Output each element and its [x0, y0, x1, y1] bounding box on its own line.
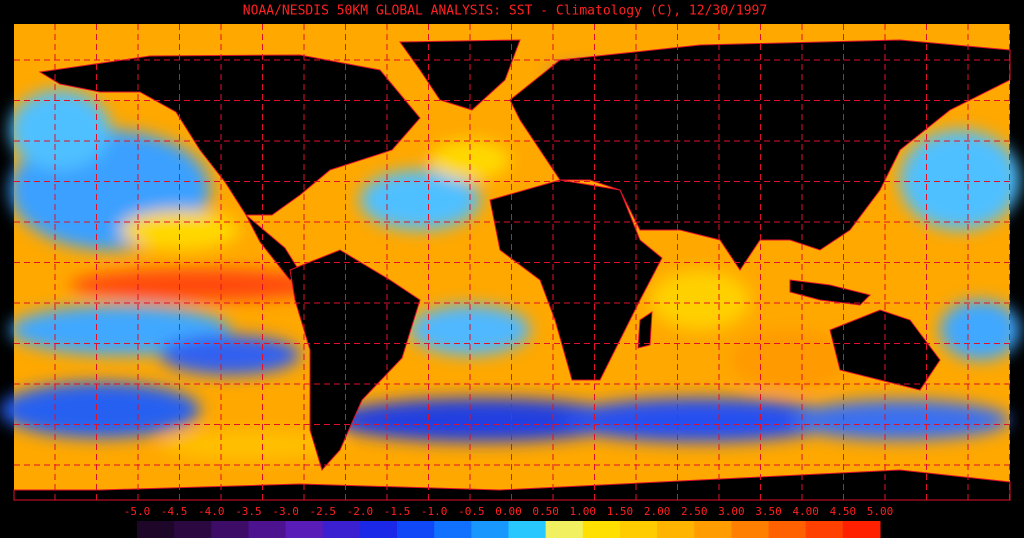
africa: [489, 179, 663, 381]
color-swatch: [211, 521, 249, 538]
color-swatch: [137, 521, 175, 538]
color-swatch: [805, 521, 844, 538]
colorbar-label: 1.00: [570, 505, 597, 518]
color-swatch: [508, 521, 547, 538]
madagascar: [637, 311, 653, 349]
color-swatch: [545, 521, 584, 538]
color-swatch: [359, 521, 398, 538]
color-swatch: [768, 521, 807, 538]
color-swatch: [322, 521, 361, 538]
colorbar-label: 4.50: [830, 505, 857, 518]
map: [0, 24, 1020, 501]
colorbar-label: -3.0: [272, 505, 299, 518]
colorbar-label: 0.50: [532, 505, 559, 518]
greenland: [399, 39, 521, 111]
colorbar-label: 2.00: [644, 505, 671, 518]
colorbar-label: 2.50: [681, 505, 708, 518]
sst-patterns: [0, 67, 1020, 460]
color-swatch: [248, 521, 287, 538]
colorbar-label: 4.00: [792, 505, 819, 518]
colorbar-label: -1.5: [384, 505, 411, 518]
colorbar-label: -1.0: [421, 505, 448, 518]
color-swatch: [285, 521, 324, 538]
color-swatch: [842, 521, 881, 538]
colorbar-label: -5.0: [124, 505, 151, 518]
map-title: NOAA/NESDIS 50KM GLOBAL ANALYSIS: SST - …: [243, 4, 767, 19]
colorbar-label: 5.00: [867, 505, 894, 518]
color-swatch: [174, 521, 212, 538]
color-swatch: [694, 521, 732, 538]
colorbar: -5.0 -4.5 -4.0 -3.5 -3.0 -2.5 -2.0 -1.5 -1.0 -0.5…: [124, 505, 894, 538]
north-america: [38, 54, 421, 216]
colorbar-label: -4.0: [198, 505, 225, 518]
color-swatch: [619, 521, 658, 538]
colorbar-label: -4.5: [161, 505, 188, 518]
colorbar-label: -2.5: [310, 505, 337, 518]
colorbar-label: -2.0: [347, 505, 374, 518]
colorbar-label: 3.50: [755, 505, 782, 518]
indonesia: [789, 279, 871, 306]
colorbar-label: 3.00: [718, 505, 745, 518]
color-swatch: [657, 521, 695, 538]
colorbar-label: -0.5: [458, 505, 485, 518]
colorbar-label: -3.5: [235, 505, 262, 518]
graticule: [14, 24, 1010, 500]
color-swatch: [434, 521, 472, 538]
colorbar-label: 1.50: [607, 505, 634, 518]
color-swatch: [397, 521, 435, 538]
color-swatch: [731, 521, 770, 538]
colorbar-label: 0.00: [495, 505, 522, 518]
color-swatch: [582, 521, 621, 538]
color-swatch: [471, 521, 509, 538]
